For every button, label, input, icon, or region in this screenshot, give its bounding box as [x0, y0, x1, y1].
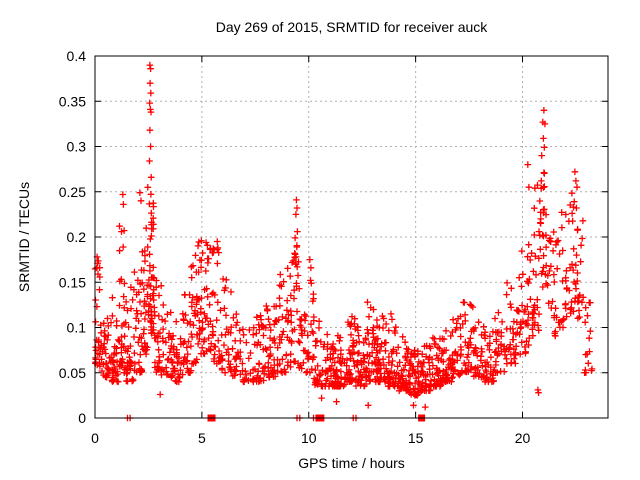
x-tick-label: 0	[91, 430, 99, 446]
x-tick-label: 15	[408, 430, 424, 446]
y-tick-label: 0.25	[59, 184, 86, 200]
x-tick-label: 5	[198, 430, 206, 446]
chart-title: Day 269 of 2015, SRMTID for receiver auc…	[215, 19, 488, 35]
x-tick-label: 20	[515, 430, 531, 446]
x-tick-label: 10	[301, 430, 317, 446]
y-tick-label: 0.4	[67, 48, 87, 64]
y-tick-label: 0.2	[67, 229, 87, 245]
y-axis-label: SRMTID / TECUs	[16, 181, 32, 293]
y-tick-label: 0.15	[59, 274, 86, 290]
y-tick-label: 0.1	[67, 320, 87, 336]
y-tick-label: 0.35	[59, 93, 86, 109]
y-tick-label: 0.05	[59, 365, 86, 381]
data-points	[91, 61, 596, 422]
y-tick-label: 0.3	[67, 139, 87, 155]
x-axis-label: GPS time / hours	[298, 455, 405, 471]
y-tick-label: 0	[78, 410, 86, 426]
